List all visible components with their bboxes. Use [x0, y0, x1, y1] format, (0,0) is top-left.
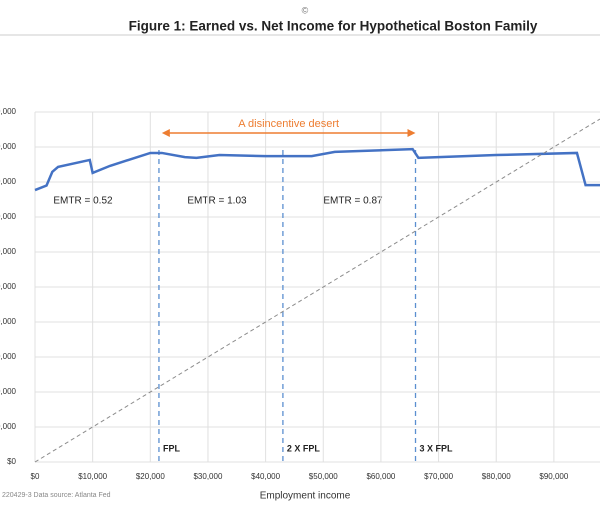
x-tick-label: $90,000 — [539, 472, 568, 481]
y-tick-label: $40,000 — [0, 317, 17, 326]
x-tick-label: $20,000 — [136, 472, 165, 481]
watermark: © — [302, 5, 309, 15]
y-tick-label: $80,000 — [0, 177, 17, 186]
y-tick-label: $10,000 — [0, 422, 17, 431]
x-tick-label: $70,000 — [424, 472, 453, 481]
y-tick-label: $20,000 — [0, 387, 17, 396]
x-tick-label: $40,000 — [251, 472, 280, 481]
x-tick-label: $50,000 — [309, 472, 338, 481]
annotation: EMTR = 1.03 — [187, 196, 247, 207]
y-tick-label: $90,000 — [0, 142, 17, 151]
x-tick-label: $30,000 — [193, 472, 222, 481]
x-tick-label: $80,000 — [482, 472, 511, 481]
reference-label: 3 X FPL — [420, 443, 454, 453]
annotation: EMTR = 0.87 — [323, 196, 383, 207]
y-tick-label: $50,000 — [0, 282, 17, 291]
reference-label: 2 X FPL — [287, 443, 321, 453]
span-label: A disincentive desert — [238, 118, 339, 130]
y-tick-label: $70,000 — [0, 212, 17, 221]
reference-label: FPL — [163, 443, 181, 453]
x-tick-label: $10,000 — [78, 472, 107, 481]
y-tick-label: $30,000 — [0, 352, 17, 361]
source-note: 220429-3 Data source: Atlanta Fed — [2, 492, 111, 499]
x-tick-label: $0 — [31, 472, 40, 481]
x-tick-label: $60,000 — [366, 472, 395, 481]
y-tick-label: $60,000 — [0, 247, 17, 256]
data-line — [34, 147, 600, 192]
axis-title: Employment income — [260, 491, 351, 502]
y-tick-label: $0 — [7, 457, 16, 466]
reference-diagonal — [34, 118, 600, 463]
chart-title: Figure 1: Earned vs. Net Income for Hypo… — [129, 19, 538, 34]
annotation: EMTR = 0.52 — [53, 196, 113, 207]
arrow-head — [161, 129, 170, 137]
y-tick-label: $100,000 — [0, 107, 17, 116]
arrow-head — [407, 129, 416, 137]
